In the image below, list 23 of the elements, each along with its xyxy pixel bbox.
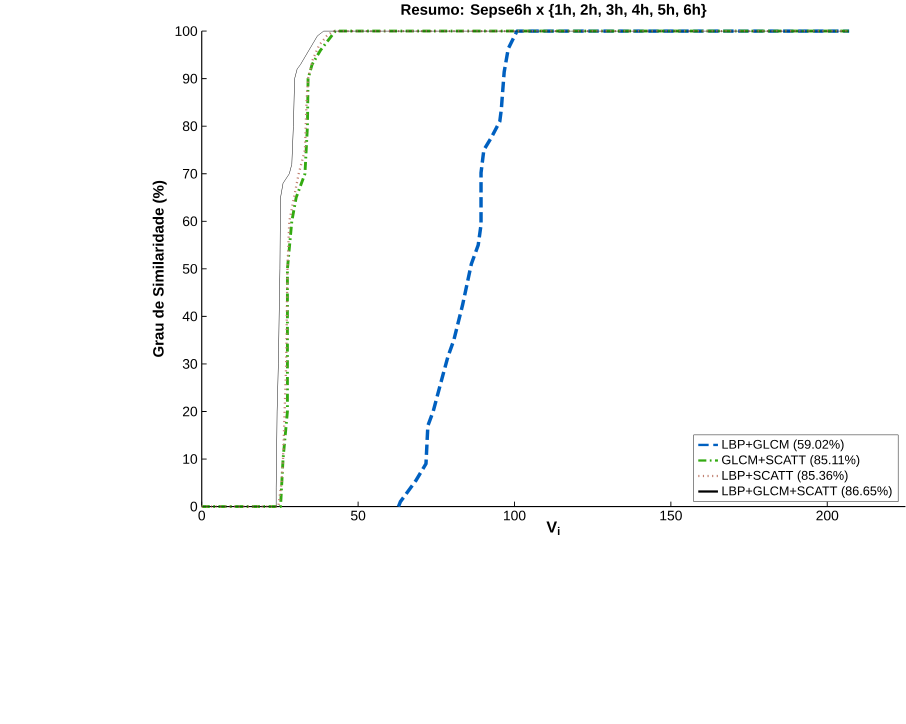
y-tick-label: 20: [182, 406, 198, 416]
y-tick-label: 0: [190, 502, 198, 512]
x-tick-label: 50: [350, 510, 366, 520]
y-tick-label: 40: [182, 311, 198, 322]
x-axis-title: V$_{i}$: [546, 521, 560, 535]
y-tick-label: 80: [182, 121, 198, 132]
x-tick-label: 200: [816, 510, 838, 520]
y-axis-title: Grau de Similaridade (%): [152, 180, 167, 357]
legend-label: LBP+SCATT (85.36%): [722, 470, 848, 482]
y-tick-label: 30: [182, 358, 198, 369]
y-tick-label: 50: [182, 264, 198, 274]
y-tick-label: 10: [183, 454, 198, 464]
chart-title: Resumo: Sepse6h x {1h, 2h, 3h, 4h, 5h, 6h}: [401, 4, 706, 18]
y-tick-label: 100: [176, 26, 198, 36]
x-tick-label: 0: [198, 510, 206, 520]
y-tick-label: 60: [182, 216, 198, 226]
y-tick-label: 90: [182, 74, 198, 84]
x-tick-label: 150: [660, 510, 682, 520]
x-tick-label: 100: [504, 510, 526, 520]
legend-label: GLCM+SCATT (85.11%): [722, 454, 860, 467]
legend-label: LBP+GLCM (59.02%): [722, 439, 844, 452]
y-tick-label: 70: [182, 168, 198, 179]
legend-label: LBP+GLCM+SCATT (86.65%): [722, 486, 892, 498]
